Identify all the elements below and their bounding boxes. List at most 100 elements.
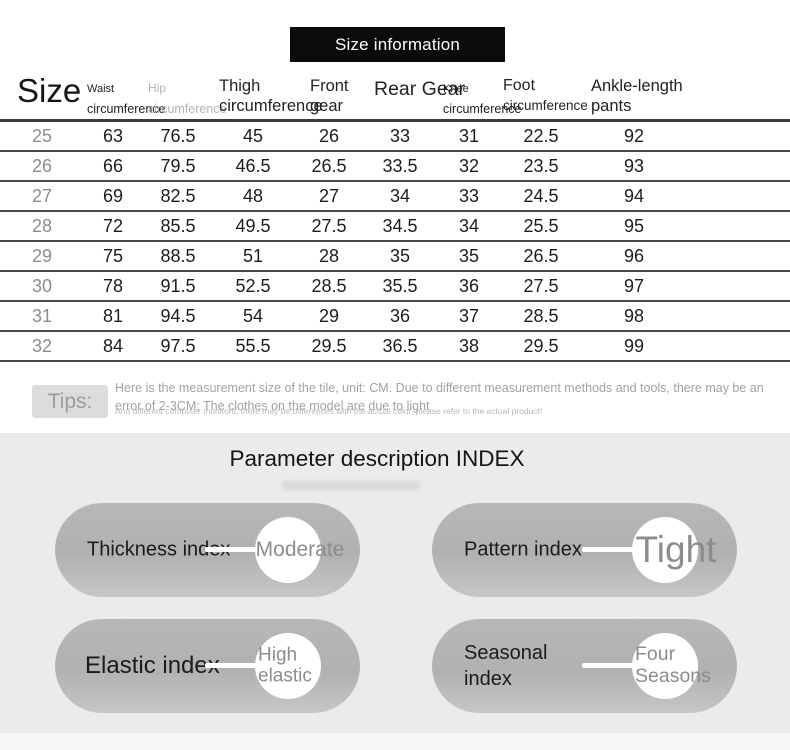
value-cell: 27 [292, 181, 366, 212]
value-cell: 76.5 [142, 120, 214, 152]
size-cell: 26 [0, 151, 84, 182]
value-cell: 94 [578, 181, 690, 212]
value-cell: 29 [292, 301, 366, 332]
pattern-index-value: Tight [635, 529, 717, 570]
pill-connector-line [582, 547, 640, 552]
value-cell: 31 [434, 120, 504, 152]
value-cell: 33.5 [366, 151, 434, 182]
table-row: 32 84 97.5 55.5 29.5 36.5 38 29.5 99 [0, 331, 790, 362]
value-cell: 72 [84, 211, 142, 242]
value-cell: 33 [366, 120, 434, 152]
table-row: 28 72 85.5 49.5 27.5 34.5 34 25.5 95 [0, 211, 790, 242]
parameter-index-section: Parameter description INDEX Thickness in… [0, 433, 790, 733]
value-cell: 35.5 [366, 271, 434, 302]
pill-indicator-circle [255, 517, 321, 583]
value-cell: 97 [578, 271, 690, 302]
table-row: 29 75 88.5 51 28 35 35 26.5 96 [0, 241, 790, 272]
column-header-knee: Knee circumference [443, 83, 522, 116]
size-cell: 32 [0, 331, 84, 362]
value-cell: 91.5 [142, 271, 214, 302]
column-header-ankle-length: Ankle-length pants [591, 77, 683, 116]
value-cell: 52.5 [214, 271, 292, 302]
table-row: 26 66 79.5 46.5 26.5 33.5 32 23.5 93 [0, 151, 790, 182]
pill-indicator-circle [632, 633, 698, 699]
filler-cell [690, 181, 790, 212]
value-cell: 32 [434, 151, 504, 182]
value-cell: 36 [434, 271, 504, 302]
value-cell: 92 [578, 120, 690, 152]
size-cell: 31 [0, 301, 84, 332]
value-cell: 29.5 [292, 331, 366, 362]
parameter-index-title: Parameter description INDEX [229, 446, 525, 471]
seasonal-index-label: Seasonal index [464, 642, 548, 690]
elastic-index-value: High elastic [258, 644, 312, 687]
value-cell: 28 [292, 241, 366, 272]
size-cell: 28 [0, 211, 84, 242]
value-cell: 27.5 [504, 271, 578, 302]
value-cell: 82.5 [142, 181, 214, 212]
value-cell: 25.5 [504, 211, 578, 242]
value-cell: 24.5 [504, 181, 578, 212]
thickness-index-label: Thickness index [87, 538, 231, 561]
value-cell: 36 [366, 301, 434, 332]
filler-cell [690, 211, 790, 242]
column-header-front-gear: Front gear [310, 77, 349, 116]
value-cell: 28.5 [292, 271, 366, 302]
value-cell: 37 [434, 301, 504, 332]
value-cell: 81 [84, 301, 142, 332]
value-cell: 99 [578, 331, 690, 362]
filler-cell [690, 120, 790, 152]
value-cell: 45 [214, 120, 292, 152]
column-header-hip: Hip circumference [148, 81, 227, 116]
size-table: 25 63 76.5 45 26 33 31 22.5 92 26 66 79.5 46.5 26.5 33… [0, 119, 790, 362]
value-cell: 54 [214, 301, 292, 332]
value-cell: 34 [366, 181, 434, 212]
tips-text: Here is the measurement size of the tile… [115, 381, 764, 413]
value-cell: 63 [84, 120, 142, 152]
size-cell: 25 [0, 120, 84, 152]
value-cell: 94.5 [142, 301, 214, 332]
column-header-rear-gear: Rear Gear [374, 78, 466, 100]
value-cell: 38 [434, 331, 504, 362]
table-row: 31 81 94.5 54 29 36 37 28.5 98 [0, 301, 790, 332]
size-cell: 30 [0, 271, 84, 302]
watermark-smudge [282, 481, 420, 490]
value-cell: 55.5 [214, 331, 292, 362]
value-cell: 34.5 [366, 211, 434, 242]
filler-cell [690, 301, 790, 332]
pattern-index-pill: Pattern index Tight [432, 503, 737, 597]
pill-connector-line [205, 663, 263, 668]
bottom-strip [0, 733, 790, 750]
pill-connector-line [205, 547, 263, 552]
table-row: 30 78 91.5 52.5 28.5 35.5 36 27.5 97 [0, 271, 790, 302]
value-cell: 26.5 [504, 241, 578, 272]
size-cell: 27 [0, 181, 84, 212]
value-cell: 26 [292, 120, 366, 152]
value-cell: 49.5 [214, 211, 292, 242]
size-cell: 29 [0, 241, 84, 272]
value-cell: 97.5 [142, 331, 214, 362]
value-cell: 29.5 [504, 331, 578, 362]
pattern-index-label: Pattern index [464, 538, 582, 561]
tips-badge: Tips: [32, 385, 108, 418]
tips-subtext: And different computer monitors, there m… [115, 406, 543, 416]
value-cell: 93 [578, 151, 690, 182]
banner-title: Size information [334, 34, 461, 54]
size-table-body: 25 63 76.5 45 26 33 31 22.5 92 26 66 79.5 46.5 26.5 33… [0, 120, 790, 362]
value-cell: 26.5 [292, 151, 366, 182]
filler-cell [690, 331, 790, 362]
pill-indicator-circle [632, 517, 698, 583]
value-cell: 23.5 [504, 151, 578, 182]
value-cell: 88.5 [142, 241, 214, 272]
value-cell: 66 [84, 151, 142, 182]
value-cell: 27.5 [292, 211, 366, 242]
table-row: 27 69 82.5 48 27 34 33 24.5 94 [0, 181, 790, 212]
value-cell: 85.5 [142, 211, 214, 242]
column-header-thigh: Thigh circumference [219, 77, 323, 116]
table-header: Size Waist circumference Hip circumferen… [0, 70, 790, 119]
thickness-index-pill: Thickness index Moderate [55, 503, 360, 597]
value-cell: 78 [84, 271, 142, 302]
pill-connector-line [582, 663, 640, 668]
value-cell: 75 [84, 241, 142, 272]
